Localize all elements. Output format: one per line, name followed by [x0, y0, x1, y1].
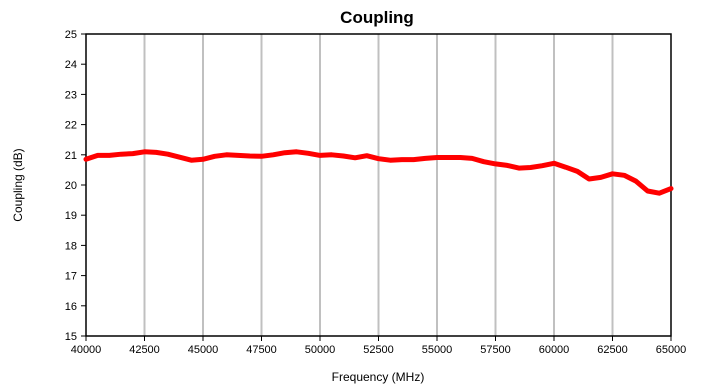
y-tick-label: 23 — [65, 89, 77, 101]
x-tick-label: 55000 — [422, 344, 453, 356]
series-line-coupling — [83, 149, 674, 196]
y-tick-label: 25 — [65, 29, 77, 41]
x-tick-label: 47500 — [246, 344, 277, 356]
y-axis-ticks: 15 16 17 18 19 20 21 22 23 24 25 — [65, 29, 86, 343]
y-tick-label: 24 — [65, 59, 77, 71]
y-tick-label: 18 — [65, 240, 77, 252]
x-tick-label: 62500 — [597, 344, 628, 356]
y-tick-label: 22 — [65, 120, 77, 132]
y-tick-label: 16 — [65, 301, 77, 313]
y-tick-label: 15 — [65, 331, 77, 343]
x-axis-ticks: 40000 42500 45000 47500 50000 52500 55000 57500… — [71, 336, 687, 356]
y-tick-label: 17 — [65, 271, 77, 283]
y-axis-label: Coupling (dB) — [11, 148, 25, 221]
x-tick-label: 45000 — [188, 344, 219, 356]
x-tick-label: 60000 — [539, 344, 570, 356]
y-tick-label: 21 — [65, 150, 77, 162]
x-tick-label: 40000 — [71, 344, 102, 356]
x-tick-label: 65000 — [656, 344, 687, 356]
series-layer — [83, 149, 674, 196]
x-axis-label: Frequency (MHz) — [332, 370, 425, 384]
x-tick-label: 57500 — [480, 344, 511, 356]
x-tick-label: 42500 — [129, 344, 160, 356]
vertical-grid — [143, 34, 614, 336]
chart-title: Coupling — [340, 8, 414, 27]
x-tick-label: 52500 — [363, 344, 394, 356]
y-tick-label: 20 — [65, 180, 77, 192]
y-tick-label: 19 — [65, 210, 77, 222]
x-tick-label: 50000 — [305, 344, 336, 356]
